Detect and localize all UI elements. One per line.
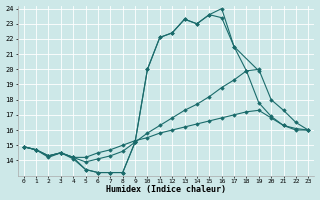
X-axis label: Humidex (Indice chaleur): Humidex (Indice chaleur) <box>106 185 226 194</box>
